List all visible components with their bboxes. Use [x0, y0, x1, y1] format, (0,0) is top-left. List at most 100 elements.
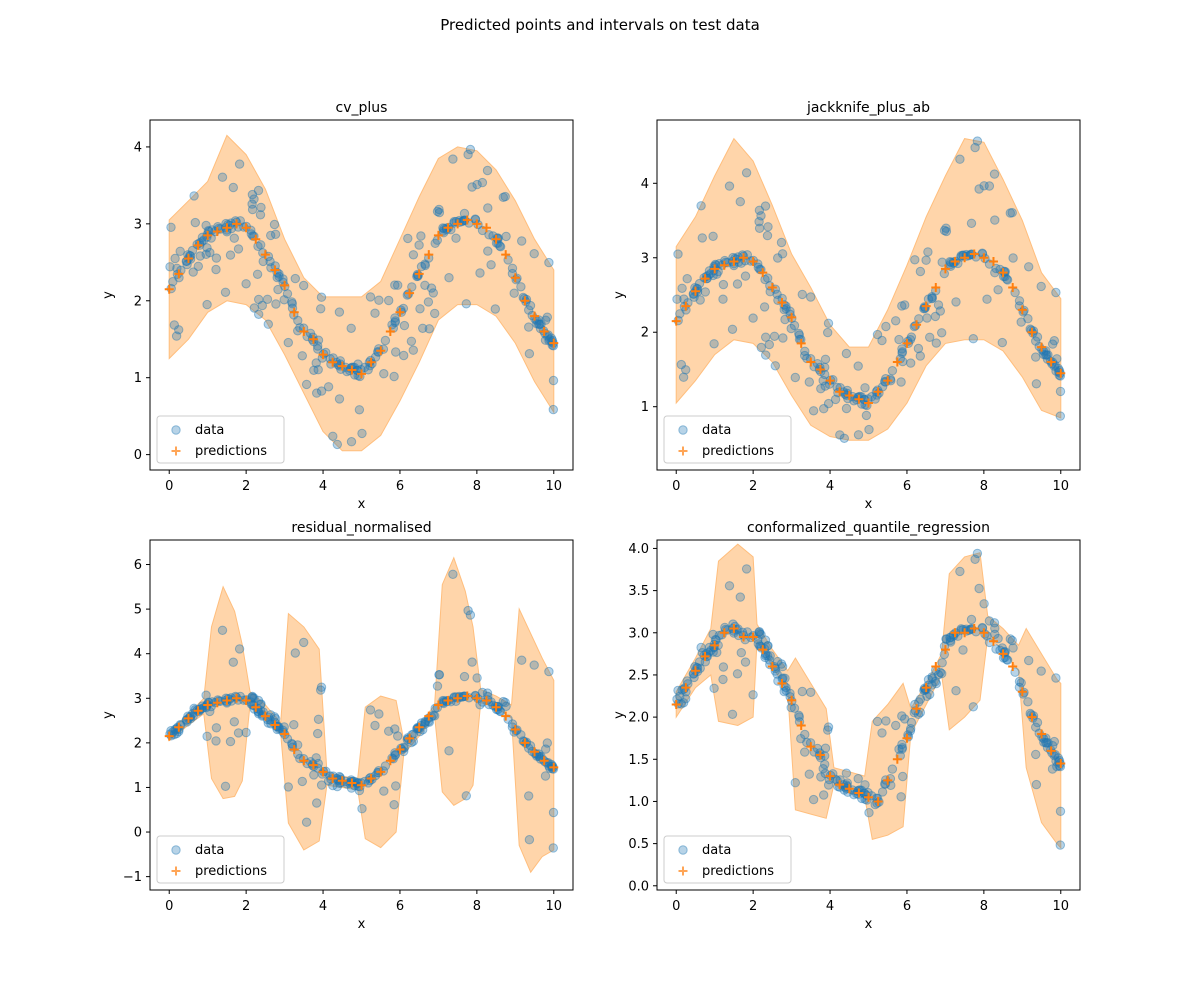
data-point: [226, 737, 234, 745]
data-point: [709, 232, 717, 240]
data-point: [892, 317, 900, 325]
data-point: [229, 183, 237, 191]
data-point: [1052, 674, 1060, 682]
data-point: [922, 256, 930, 264]
data-point: [741, 272, 749, 280]
data-point: [317, 305, 325, 313]
data-point: [741, 658, 749, 666]
data-point: [923, 314, 931, 322]
legend-predictions-label: predictions: [195, 444, 267, 459]
data-point: [390, 801, 398, 809]
data-point: [1032, 780, 1040, 788]
data-point: [502, 232, 510, 240]
data-point: [468, 183, 476, 191]
data-point: [942, 635, 950, 643]
y-tick-label: 1.0: [628, 795, 649, 810]
data-point: [1006, 635, 1014, 643]
data-point: [973, 137, 981, 145]
data-point: [298, 777, 306, 785]
data-point: [809, 795, 817, 803]
data-point: [525, 836, 533, 844]
data-point: [525, 350, 533, 358]
data-point: [901, 715, 909, 723]
plot-area: [672, 544, 1066, 849]
data-point: [335, 308, 343, 316]
data-point: [824, 726, 832, 734]
data-point: [347, 438, 355, 446]
data-point: [468, 658, 476, 666]
data-point: [229, 658, 237, 666]
data-point: [798, 290, 806, 298]
data-point: [803, 738, 811, 746]
plot-area: [165, 135, 559, 450]
data-point: [171, 254, 179, 262]
x-tick-label: 8: [473, 899, 481, 914]
data-point: [291, 649, 299, 657]
data-point: [1032, 723, 1040, 731]
data-point: [190, 192, 198, 200]
data-point: [983, 295, 991, 303]
data-point: [985, 617, 993, 625]
legend: datapredictions: [157, 416, 284, 463]
data-point: [543, 739, 551, 747]
data-point: [842, 769, 850, 777]
data-point: [407, 337, 415, 345]
data-point: [202, 691, 210, 699]
data-point: [820, 791, 828, 799]
data-point: [518, 237, 526, 245]
data-point: [777, 238, 785, 246]
data-point: [449, 570, 457, 578]
data-point: [1056, 807, 1064, 815]
data-point: [942, 224, 950, 232]
data-point: [235, 645, 243, 653]
data-point: [333, 782, 341, 790]
data-point: [317, 781, 325, 789]
x-tick-label: 0: [672, 899, 680, 914]
data-point: [770, 332, 778, 340]
data-point: [938, 329, 946, 337]
data-point: [400, 321, 408, 329]
data-point: [807, 293, 815, 301]
y-tick-label: 3.0: [628, 626, 649, 641]
data-point: [314, 715, 322, 723]
data-point: [543, 313, 551, 321]
x-tick-label: 8: [980, 899, 988, 914]
data-point: [517, 283, 525, 291]
x-tick-label: 2: [242, 899, 250, 914]
data-point: [170, 321, 178, 329]
data-point: [749, 314, 757, 322]
data-point: [1050, 737, 1058, 745]
data-point: [736, 198, 744, 206]
data-point: [473, 674, 481, 682]
data-point: [840, 786, 848, 794]
data-point: [757, 212, 765, 220]
data-point: [549, 376, 557, 384]
data-point: [991, 630, 999, 638]
data-point: [445, 747, 453, 755]
y-tick-label: 4: [641, 177, 649, 192]
data-point: [416, 305, 424, 313]
data-point: [807, 688, 815, 696]
data-point: [733, 280, 741, 288]
x-tick-label: 6: [396, 479, 404, 494]
data-point: [824, 781, 832, 789]
data-point: [1056, 841, 1064, 849]
prediction-interval-band: [169, 558, 554, 872]
data-point: [897, 378, 905, 386]
data-point: [991, 269, 999, 277]
data-point: [483, 166, 491, 174]
x-axis-label: x: [358, 917, 366, 932]
data-point: [392, 782, 400, 790]
data-point: [809, 407, 817, 415]
data-point: [975, 185, 983, 193]
data-point: [764, 223, 772, 231]
data-point: [317, 293, 325, 301]
data-point: [817, 385, 825, 393]
data-point: [710, 340, 718, 348]
data-point: [1025, 263, 1033, 271]
data-point: [508, 264, 516, 272]
x-tick-label: 4: [319, 479, 327, 494]
data-point: [493, 234, 501, 242]
data-point: [203, 732, 211, 740]
data-point: [701, 288, 709, 296]
